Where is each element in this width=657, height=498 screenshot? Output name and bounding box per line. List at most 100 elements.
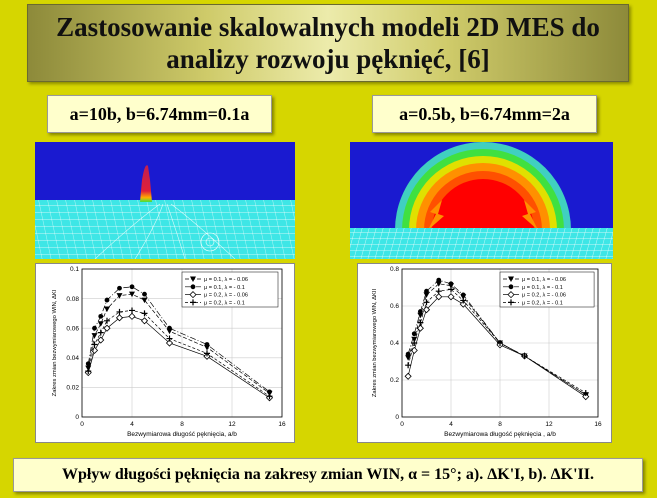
data-point	[190, 284, 196, 290]
data-point	[129, 307, 135, 314]
data-point	[582, 389, 589, 396]
y-tick-label: 0.4	[390, 340, 399, 347]
series-line	[87, 293, 270, 394]
data-point	[507, 291, 515, 299]
data-point	[190, 276, 196, 282]
y-tick-label: 0	[75, 414, 79, 421]
data-point	[92, 325, 97, 331]
data-point	[190, 299, 196, 306]
x-tick-label: 8	[180, 421, 184, 428]
data-point	[97, 329, 104, 336]
series-line	[87, 316, 270, 399]
data-point	[104, 317, 110, 324]
data-point	[129, 284, 135, 290]
crack-shape-left	[140, 165, 152, 202]
data-point	[417, 319, 424, 326]
x-tick-label: 16	[278, 421, 286, 428]
data-point	[103, 324, 111, 332]
data-point	[91, 333, 98, 339]
data-point	[141, 310, 148, 317]
data-point	[141, 297, 148, 304]
data-point	[448, 281, 454, 287]
legend-label: μ = 0.1, λ = - 0.1	[204, 285, 245, 291]
data-point	[115, 314, 124, 322]
plot-frame	[401, 268, 599, 418]
chart-right: 0 4 8 12 16 0 0.2 0.4 0.6 0.8 Bezwymiarowa długość…	[357, 263, 612, 443]
data-point	[90, 346, 99, 354]
data-point	[129, 291, 135, 298]
title-banner: Zastosowanie skalowalnych modeli 2D MES …	[27, 4, 629, 82]
series-line	[407, 296, 586, 397]
x-axis-label: Bezwymiarowa długość pęknięcia , a/b	[444, 431, 556, 438]
data-point	[404, 372, 412, 380]
data-point	[117, 285, 122, 291]
data-point	[116, 308, 123, 315]
x-tick-label: 4	[130, 421, 134, 428]
data-point	[98, 313, 104, 319]
data-point	[411, 340, 418, 346]
legend-label: μ = 0.2, λ = - 0.06	[204, 293, 248, 299]
data-point	[447, 293, 455, 301]
x-tick-label: 8	[498, 421, 502, 428]
data-point	[435, 288, 442, 295]
legend-box	[181, 271, 279, 308]
x-tick-label: 0	[80, 421, 84, 428]
chart-left: 0 4 8 12 16 0 0.02 0.04 0.06 0.08 0.1 Bezwymiarowa …	[35, 263, 295, 443]
data-point	[267, 389, 272, 395]
legend-label: μ = 0.2, λ = - 0.06	[522, 293, 566, 299]
data-point	[97, 321, 104, 327]
x-tick-label: 4	[449, 421, 453, 428]
y-tick-label: 0.6	[390, 303, 399, 310]
data-point	[405, 351, 411, 357]
case-label-right: a=0.5b, b=6.74mm=2a	[372, 95, 597, 133]
case-label-left: a=10b, b=6.74mm=0.1a	[47, 95, 272, 133]
data-point	[416, 324, 424, 332]
y-tick-label: 0.8	[390, 266, 399, 273]
y-tick-label: 0	[395, 414, 399, 421]
y-tick-label: 0.04	[66, 355, 79, 362]
data-point	[266, 393, 273, 400]
data-point	[128, 312, 136, 320]
legend-label: μ = 0.1, λ = - 0.06	[204, 277, 248, 283]
legend-label: μ = 0.2, λ = - 0.1	[204, 300, 245, 306]
data-point	[405, 355, 412, 361]
plot-frame	[81, 268, 283, 418]
series-line	[407, 289, 586, 394]
title-line-1: Zastosowanie skalowalnych modeli 2D MES …	[56, 12, 600, 42]
data-point	[435, 281, 442, 287]
data-point	[417, 309, 423, 314]
data-point	[521, 352, 528, 359]
legend-label: μ = 0.2, λ = - 0.1	[522, 300, 563, 306]
data-point	[460, 292, 466, 298]
data-point	[459, 300, 467, 308]
y-tick-label: 0.02	[66, 385, 79, 392]
data-point	[435, 293, 443, 301]
legend-box	[499, 271, 595, 308]
data-point	[422, 306, 431, 314]
data-point	[508, 284, 514, 290]
x-tick-label: 16	[594, 421, 602, 428]
x-tick-label: 12	[545, 421, 553, 428]
data-point	[104, 297, 110, 303]
series-line	[407, 279, 586, 396]
fem-image-left	[35, 142, 295, 259]
data-point	[405, 362, 412, 369]
data-point	[508, 276, 514, 282]
data-point	[189, 291, 197, 299]
y-axis-label: Zakres zmian bezwymiarowego WIN, ΔKI	[52, 289, 58, 396]
data-point	[497, 340, 503, 346]
data-point	[204, 350, 210, 357]
title-line-2: analizy rozwoju pęknięć, [6]	[166, 44, 490, 74]
y-tick-label: 0.08	[66, 296, 79, 303]
data-point	[448, 286, 454, 293]
data-point	[85, 368, 92, 375]
data-point	[582, 393, 590, 401]
stress-zone-red	[432, 179, 534, 230]
data-point	[116, 293, 123, 299]
data-point	[142, 291, 147, 297]
data-point	[204, 342, 210, 347]
series-line	[87, 310, 270, 397]
data-point	[411, 331, 417, 337]
data-point	[460, 297, 467, 304]
data-point	[167, 325, 172, 331]
